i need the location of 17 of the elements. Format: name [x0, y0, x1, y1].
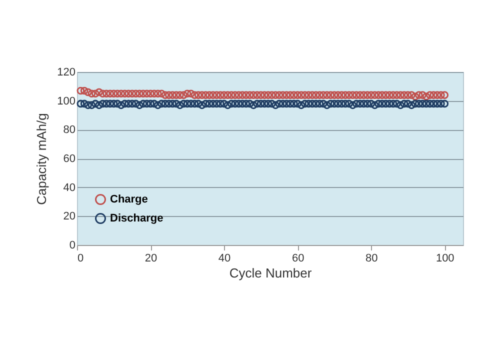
x-tick-label: 80	[365, 252, 378, 264]
y-axis-title: Capacity mAh/g	[34, 113, 50, 205]
legend-label: Charge	[110, 194, 148, 206]
x-tick-label: 40	[218, 252, 231, 264]
legend-label: Discharge	[110, 212, 164, 224]
x-axis-title: Cycle Number	[229, 266, 312, 280]
x-tick-label: 60	[292, 252, 304, 264]
y-tick-label: 0	[69, 240, 76, 252]
y-tick-label: 20	[63, 210, 76, 223]
x-tick-label: 20	[144, 252, 158, 264]
y-tick-label: 100	[57, 95, 76, 108]
y-tick-label: 120	[57, 66, 76, 78]
x-tick-label: 0	[78, 252, 84, 264]
y-tick-label: 60	[63, 153, 76, 165]
y-tick-label: 40	[63, 182, 76, 194]
x-tick-label: 100	[436, 252, 454, 264]
y-tick-label: 80	[63, 124, 76, 136]
